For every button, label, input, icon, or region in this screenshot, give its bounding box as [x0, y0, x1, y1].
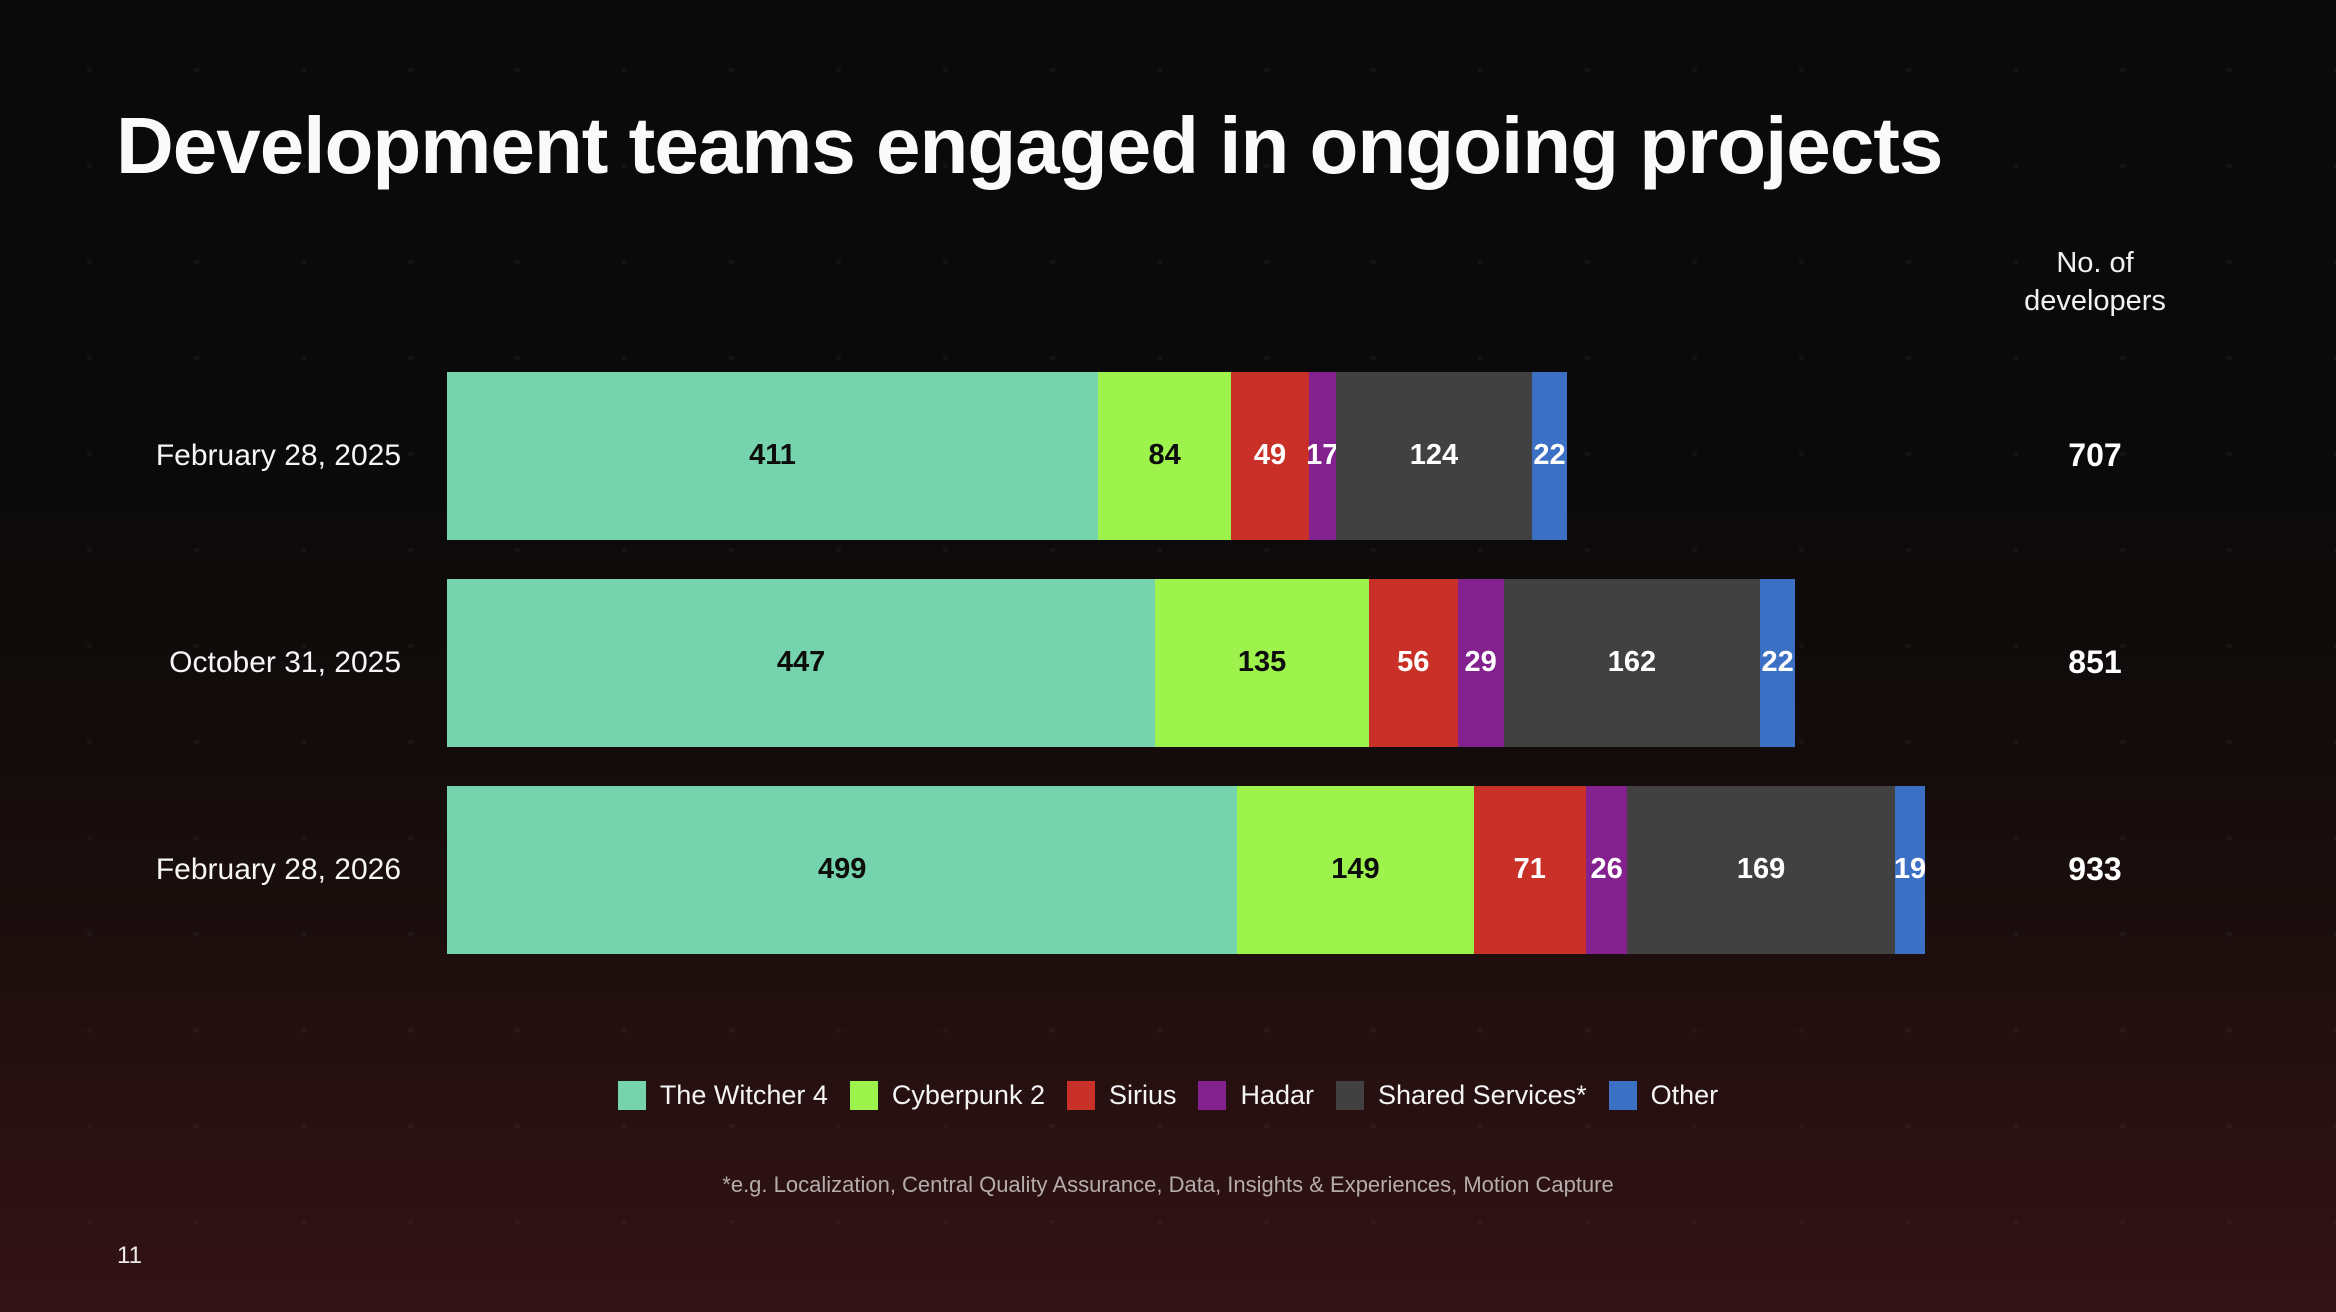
stacked-bar-chart: No. of developers February 28, 2025 411 8…	[0, 244, 2336, 954]
bar-segment-hadar: 29	[1457, 578, 1504, 747]
bar-segment-other: 22	[1532, 371, 1567, 540]
chart-rows: February 28, 2025 411 84 49 17 124 22 707 Oct…	[0, 371, 2336, 954]
row-label: February 28, 2025	[155, 438, 401, 472]
bar-segment-other: 22	[1760, 578, 1796, 747]
legend-label: Hadar	[1240, 1080, 1315, 1110]
bar-segment-cyberpunk-2: 135	[1155, 578, 1369, 747]
chart-header-row: No. of developers	[0, 244, 2336, 321]
chart-row: February 28, 2026 499 149 71 26 169 19 933	[0, 785, 2336, 954]
legend-item: The Witcher 4	[617, 1080, 828, 1111]
legend-item: Cyberpunk 2	[849, 1080, 1045, 1111]
bar-segment-hadar: 17	[1306, 371, 1338, 540]
legend-swatch-other-icon	[1608, 1081, 1637, 1110]
bar-area: 499 149 71 26 169 19	[447, 785, 1926, 954]
bar-segment-hadar: 26	[1585, 785, 1628, 954]
bar-segment-the-witcher-4: 447	[447, 578, 1156, 747]
bar-segment-shared-services: 169	[1627, 785, 1895, 954]
bar-segment-shared-services: 162	[1503, 578, 1761, 747]
bar-segment-shared-services: 124	[1335, 371, 1533, 540]
bar-segment-sirius: 71	[1473, 785, 1586, 954]
legend-label: The Witcher 4	[659, 1080, 828, 1110]
bar-area: 447 135 56 29 162 22	[447, 578, 1925, 747]
bar-area: 411 84 49 17 124 22	[447, 371, 1925, 540]
legend-item: Hadar	[1198, 1080, 1314, 1111]
row-total: 933	[2068, 851, 2122, 888]
legend-label: Cyberpunk 2	[891, 1080, 1045, 1110]
stacked-bar: 411 84 49 17 124 22	[447, 371, 1567, 540]
bar-segment-cyberpunk-2: 84	[1098, 371, 1232, 540]
bar-segment-other: 19	[1894, 785, 1926, 954]
value-column-header: No. of developers	[2024, 247, 2166, 318]
bar-segment-sirius: 49	[1231, 371, 1309, 540]
chart-row: October 31, 2025 447 135 56 29 162 22 851	[0, 578, 2336, 747]
legend-item: Other	[1608, 1080, 1719, 1111]
legend-swatch-hadar-icon	[1198, 1081, 1227, 1110]
chart-row: February 28, 2025 411 84 49 17 124 22 707	[0, 371, 2336, 540]
row-label: February 28, 2026	[155, 852, 401, 886]
chart-legend: The Witcher 4 Cyberpunk 2 Sirius Hadar S…	[0, 1080, 2336, 1111]
page-number: 11	[117, 1242, 142, 1269]
row-total: 707	[2068, 437, 2122, 474]
stacked-bar: 447 135 56 29 162 22	[447, 578, 1796, 747]
stacked-bar: 499 149 71 26 169 19	[447, 785, 1926, 954]
bar-segment-the-witcher-4: 499	[447, 785, 1238, 954]
footnote: *e.g. Localization, Central Quality Assu…	[722, 1172, 1614, 1197]
bar-segment-cyberpunk-2: 149	[1237, 785, 1474, 954]
legend-item: Sirius	[1066, 1080, 1177, 1111]
legend-label: Shared Services*	[1378, 1080, 1587, 1110]
legend-swatch-sirius-icon	[1066, 1081, 1095, 1110]
row-total: 851	[2068, 644, 2122, 681]
row-label: October 31, 2025	[169, 645, 401, 679]
slide-title: Development teams engaged in ongoing pro…	[116, 101, 1943, 190]
legend-label: Sirius	[1108, 1080, 1177, 1110]
legend-item: Shared Services*	[1336, 1080, 1587, 1111]
bar-segment-sirius: 56	[1368, 578, 1458, 747]
legend-label: Other	[1650, 1080, 1719, 1110]
legend-swatch-the-witcher-4-icon	[617, 1081, 646, 1110]
bar-segment-the-witcher-4: 411	[447, 371, 1099, 540]
legend-swatch-shared-services-icon	[1336, 1081, 1365, 1110]
legend-swatch-cyberpunk-2-icon	[849, 1081, 878, 1110]
